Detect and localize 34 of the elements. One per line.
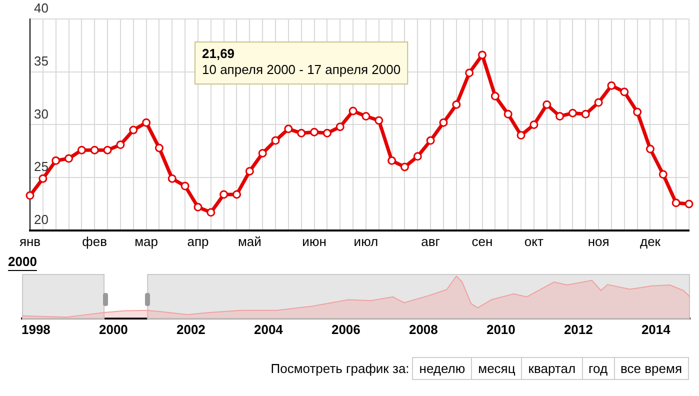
x-tick-label: окт bbox=[524, 234, 544, 249]
x-axis-title: 2000 bbox=[8, 254, 37, 270]
x-tick-label: июн bbox=[302, 234, 326, 249]
x-tick-label: 2012 bbox=[564, 322, 593, 337]
x-tick-label: 1998 bbox=[21, 322, 50, 337]
x-tick-label: апр bbox=[187, 234, 209, 249]
x-tick-label: 2008 bbox=[408, 322, 438, 337]
text: год bbox=[582, 357, 615, 380]
y-tick-label: 20 bbox=[34, 212, 48, 227]
x-tick-label: 2004 bbox=[254, 322, 284, 337]
x-tick-label: янв bbox=[19, 234, 41, 249]
text: месяц bbox=[471, 357, 522, 380]
x-tick-label: 2006 bbox=[331, 322, 360, 337]
x-tick-label: 2000 bbox=[98, 322, 128, 337]
text: все время bbox=[614, 357, 689, 380]
x-tick-label: фев bbox=[82, 234, 108, 249]
x-tick-label: сен bbox=[472, 234, 493, 249]
x-tick-label: 2002 bbox=[176, 322, 206, 337]
text: неделю bbox=[412, 357, 472, 380]
x-tick-label: 2014 bbox=[641, 322, 672, 337]
x-tick-label: 2010 bbox=[486, 322, 516, 337]
annotation: 21,69 10 апреля 2000 - 17 апреля 2000 bbox=[202, 46, 401, 78]
y-tick-label: 40 bbox=[34, 0, 48, 16]
text: Посмотреть график за: bbox=[270, 361, 410, 376]
x-tick-label: авг bbox=[421, 234, 440, 249]
x-tick-label: мар bbox=[134, 234, 158, 249]
x-tick-label: июл bbox=[354, 234, 378, 249]
y-tick-label: 25 bbox=[34, 159, 48, 174]
y-tick-label: 30 bbox=[34, 106, 48, 122]
text: квартал bbox=[521, 357, 583, 380]
x-tick-label: ноя bbox=[588, 234, 610, 249]
x-tick-label: дек bbox=[640, 234, 661, 249]
y-tick-label: 35 bbox=[34, 53, 48, 68]
x-tick-label: май bbox=[238, 234, 262, 249]
